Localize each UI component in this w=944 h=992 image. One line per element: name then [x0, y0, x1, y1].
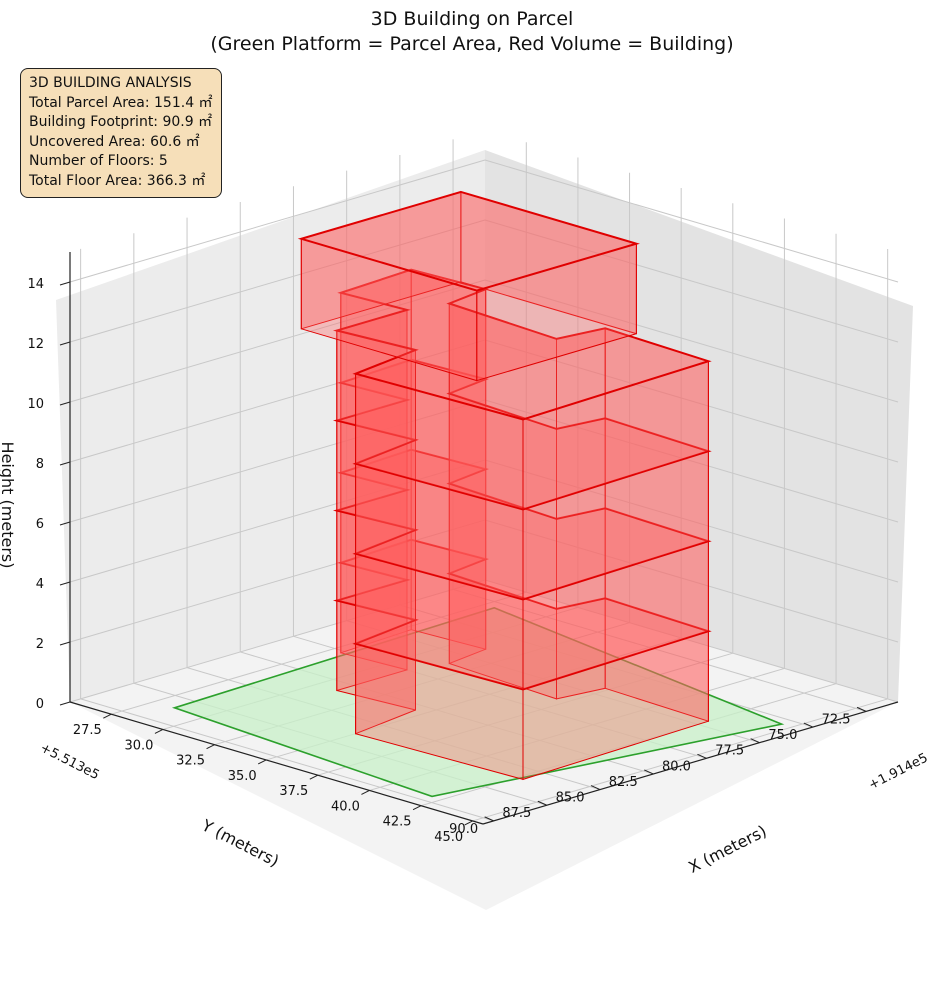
back-left-pane — [56, 150, 485, 702]
y-tick-mark — [484, 816, 494, 822]
grid-line-x-floor — [111, 591, 527, 715]
z-tick-mark — [59, 581, 71, 586]
grid-line-z-left — [69, 219, 486, 343]
y-tick-label: 82.5 — [609, 775, 638, 790]
x-axis-label: X (meters) — [685, 821, 769, 877]
building-floor-5 — [297, 190, 640, 382]
x-tick-mark — [257, 759, 267, 765]
info-total-floor-area: Total Floor Area: 366.3 ㎡ — [29, 172, 206, 189]
grid-line-y-floor — [80, 698, 494, 822]
parcel-platform — [171, 606, 785, 798]
grid-line-z-right — [484, 159, 899, 283]
y-tick-label: 85.0 — [556, 791, 585, 806]
building-group — [297, 190, 712, 781]
y-tick-label: 87.5 — [502, 806, 531, 821]
x-tick-mark — [309, 774, 319, 780]
z-tick-label: 4 — [36, 577, 44, 592]
z-tick-label: 10 — [27, 397, 44, 412]
building-floor-3 — [332, 358, 712, 601]
x-tick-mark — [361, 790, 370, 795]
z-tick-label: 14 — [27, 277, 44, 292]
y-axis-label: Y (meters) — [198, 815, 282, 870]
z-tick-label: 8 — [36, 457, 44, 472]
x-tick-mark — [206, 744, 215, 750]
grid-line-z-right — [484, 279, 899, 403]
y-offset-label: +5.513e5 — [37, 741, 101, 784]
x-tick-label: 32.5 — [176, 754, 205, 769]
grid-line-z-left — [69, 159, 486, 283]
chart-title-line2: (Green Platform = Parcel Area, Red Volum… — [210, 33, 733, 55]
y-tick-mark — [750, 738, 760, 744]
y-axis-line — [482, 701, 899, 825]
info-floor-count: Number of Floors: 5 — [29, 153, 168, 169]
x-tick-mark — [464, 820, 473, 826]
z-tick-label: 6 — [36, 517, 44, 532]
chart-title-line1: 3D Building on Parcel — [371, 8, 574, 30]
info-parcel-area: Total Parcel Area: 151.4 ㎡ — [29, 94, 213, 111]
grid-line-z-left — [69, 279, 486, 403]
x-offset-label: +1.914e5 — [866, 751, 930, 794]
z-tick-mark — [59, 341, 71, 346]
x-axis-line — [69, 701, 484, 825]
z-tick-mark — [59, 641, 71, 646]
info-footprint: Building Footprint: 90.9 ㎡ — [29, 114, 213, 130]
building-floor-1 — [332, 538, 712, 781]
y-tick-label: 75.0 — [768, 728, 797, 743]
building-floor-slab — [332, 268, 712, 421]
y-tick-mark — [856, 706, 867, 712]
x-tick-label: 37.5 — [279, 784, 308, 799]
y-tick-label: 90.0 — [449, 822, 478, 837]
grid-line-z-right — [484, 399, 899, 523]
y-tick-label: 77.5 — [715, 744, 744, 759]
x-tick-label: 40.0 — [331, 799, 360, 814]
x-tick-mark — [412, 805, 422, 811]
y-tick-mark — [537, 800, 548, 806]
y-tick-mark — [590, 785, 601, 791]
y-tick-mark — [803, 722, 814, 728]
building-floor-4 — [332, 268, 712, 511]
grid-line-z-right — [484, 519, 899, 643]
back-right-pane — [485, 150, 913, 702]
y-tick-mark — [697, 753, 707, 759]
grid-line-z-right — [484, 339, 899, 463]
axis-lines — [59, 252, 899, 826]
info-uncovered-area: Uncovered Area: 60.6 ㎡ — [29, 133, 200, 150]
grid-line-z-right — [484, 459, 899, 583]
z-tick-mark — [59, 401, 71, 406]
x-tick-label: 35.0 — [228, 769, 257, 784]
x-tick-label: 45.0 — [434, 830, 463, 845]
y-tick-label: 80.0 — [662, 759, 691, 774]
z-tick-mark — [59, 461, 71, 466]
z-tick-label: 0 — [36, 697, 44, 712]
info-title: 3D BUILDING ANALYSIS — [29, 75, 192, 91]
y-tick-mark — [644, 769, 654, 775]
parcel-group — [171, 606, 785, 798]
building-floor-slab — [297, 190, 640, 292]
tick-labels: 27.5 30.0 32.5 35.0 37.5 40.0 42.5 45.0 72.5 75.0… — [27, 277, 850, 845]
z-tick-mark — [59, 701, 71, 706]
grid-line-y-floor — [452, 588, 867, 712]
z-tick-mark — [59, 521, 71, 526]
building-analysis-infobox: 3D BUILDING ANALYSIS Total Parcel Area: … — [20, 68, 222, 198]
x-tick-label: 27.5 — [73, 723, 102, 738]
z-tick-label: 12 — [27, 337, 44, 352]
grid-line-x-floor — [472, 698, 888, 822]
z-tick-label: 2 — [36, 637, 44, 652]
x-tick-mark — [103, 713, 112, 719]
y-tick-label: 72.5 — [822, 712, 851, 727]
x-tick-label: 42.5 — [383, 815, 412, 830]
x-tick-mark — [154, 729, 164, 734]
grid-line-z-right — [484, 219, 899, 343]
x-tick-label: 30.0 — [124, 738, 153, 753]
z-axis-label: Height (meters) — [0, 442, 17, 569]
grid-line-z-right — [484, 579, 899, 703]
z-tick-mark — [59, 281, 71, 286]
